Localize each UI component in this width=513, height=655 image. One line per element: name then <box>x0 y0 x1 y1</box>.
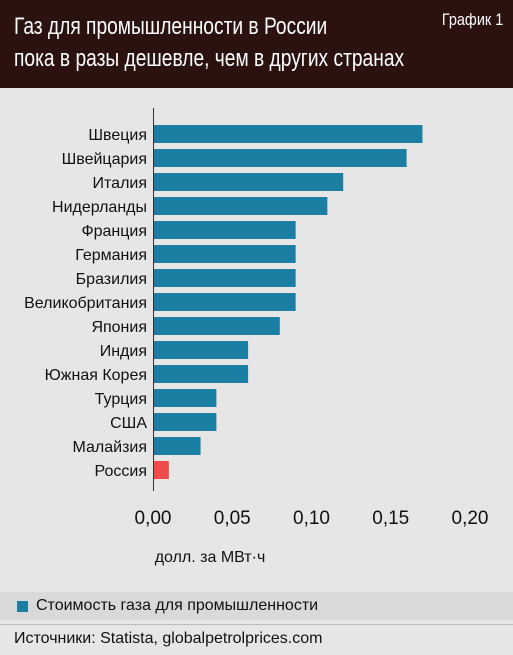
bar-7 <box>153 293 296 311</box>
category-label: Индия <box>100 343 147 360</box>
bar-3 <box>153 197 328 215</box>
category-label: Нидерланды <box>52 199 147 216</box>
header: Газ для промышленности в России пока в р… <box>0 0 513 88</box>
divider <box>0 624 513 625</box>
bar-4 <box>153 221 296 239</box>
category-label: Бразилия <box>76 271 147 288</box>
bar-chart: Швеция Швейцария Италия Нидерланды Франция Ге… <box>24 108 489 566</box>
legend-label: Стоимость газа для промышленности <box>36 597 319 614</box>
category-label: Италия <box>93 175 147 192</box>
category-label: Швеция <box>88 127 147 144</box>
category-label: Малайзия <box>72 439 147 456</box>
category-label: Россия <box>95 463 147 480</box>
title-line-1: Газ для промышленности в России <box>14 13 328 40</box>
bar-0 <box>153 125 423 143</box>
legend: Стоимость газа для промышленности <box>0 592 513 620</box>
source-note: Источники: Statista, globalpetrolprices.… <box>14 630 323 647</box>
x-tick-label: 0,10 <box>293 508 330 529</box>
bar-6 <box>153 269 296 287</box>
bar-1 <box>153 149 407 167</box>
category-label: Швейцария <box>62 151 147 168</box>
bar-5 <box>153 245 296 263</box>
bar-11 <box>153 389 217 407</box>
bar-9 <box>153 341 249 359</box>
bar-2 <box>153 173 344 191</box>
bar-12 <box>153 413 217 431</box>
category-label: Япония <box>91 319 147 336</box>
category-label: Турция <box>95 391 147 408</box>
bar-14 <box>153 461 169 479</box>
x-tick-label: 0,05 <box>214 508 251 529</box>
bar-10 <box>153 365 249 383</box>
x-tick-label: 0,00 <box>135 508 172 529</box>
bar-8 <box>153 317 280 335</box>
x-tick-label: 0,15 <box>372 508 409 529</box>
x-axis-label: долл. за МВт·ч <box>155 549 266 566</box>
x-tick-label: 0,20 <box>452 508 489 529</box>
category-label: Южная Корея <box>45 367 147 384</box>
bar-13 <box>153 437 201 455</box>
category-label: Великобритания <box>24 295 147 312</box>
category-label: Франция <box>81 223 147 240</box>
legend-swatch <box>17 601 28 612</box>
title-line-2: пока в разы дешевле, чем в других страна… <box>14 45 405 72</box>
category-label: Германия <box>75 247 147 264</box>
figure-number-badge: График 1 <box>441 10 503 29</box>
category-label: США <box>110 415 147 432</box>
